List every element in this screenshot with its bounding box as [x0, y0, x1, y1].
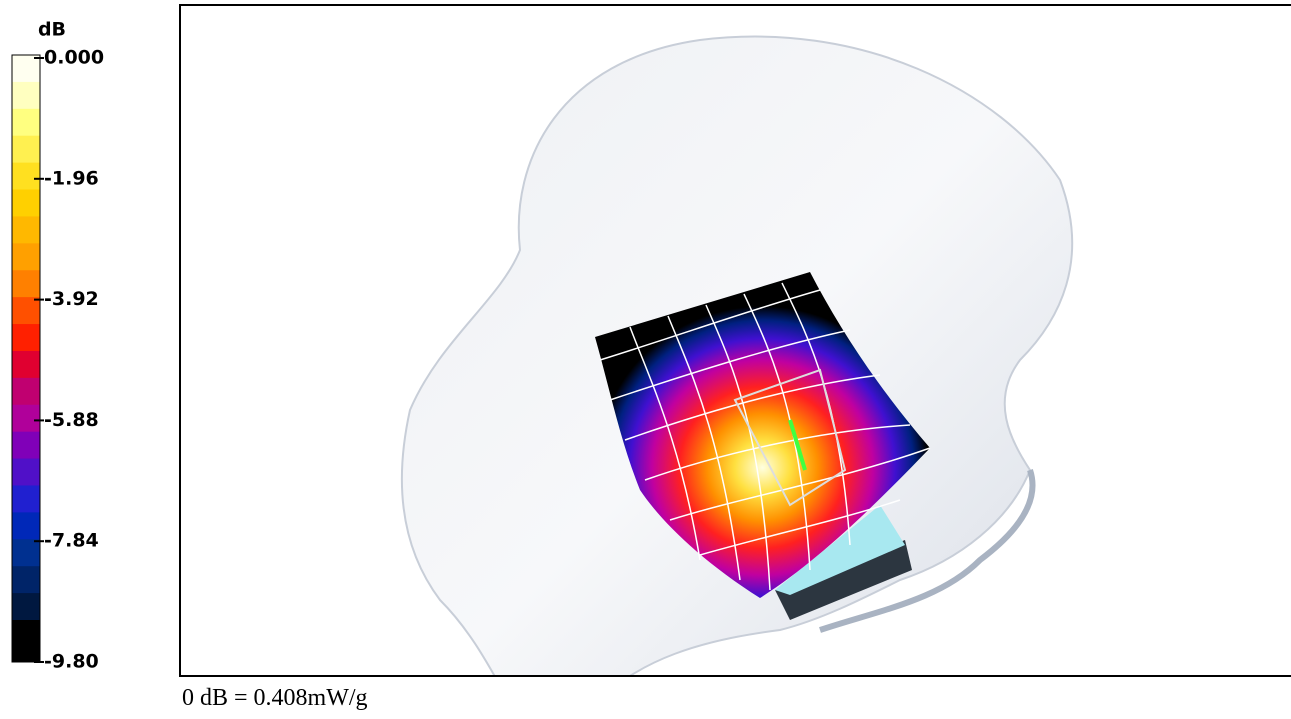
colorbar-band — [12, 458, 40, 486]
colorbar-band — [12, 55, 40, 83]
colorbar-band — [12, 404, 40, 433]
colorbar-band — [12, 189, 40, 217]
colorbar-label: -3.92 — [44, 288, 99, 310]
colorbar-band — [12, 431, 40, 460]
colorbar-band — [12, 566, 40, 594]
colorbar-band — [12, 270, 40, 298]
colorbar-band — [12, 620, 40, 662]
colorbar: 0.000 -1.96 -3.92 -5.88 -7.84 -9.80 — [11, 47, 104, 673]
colorbar-label: -5.88 — [44, 409, 99, 431]
colorbar-outline — [11, 54, 41, 663]
colorbar-label: 0.000 — [44, 47, 104, 69]
colorbar-band — [12, 243, 40, 271]
colorbar-band — [12, 108, 40, 137]
colorbar-band — [12, 377, 40, 406]
colorbar-unit: dB — [38, 19, 66, 41]
colorbar-band — [12, 297, 40, 325]
head-model — [400, 35, 1074, 675]
colorbar-band — [12, 593, 40, 621]
colorbar-band — [12, 162, 40, 191]
colorbar-band — [12, 216, 40, 244]
colorbar-band — [12, 539, 40, 567]
colorbar-band — [12, 350, 40, 379]
colorbar-band — [12, 81, 40, 110]
colorbar-label: -9.80 — [44, 651, 99, 673]
caption: 0 dB = 0.408mW/g — [182, 685, 368, 711]
colorbar-band — [12, 485, 40, 513]
colorbar-band — [12, 324, 40, 352]
colorbar-band — [12, 135, 40, 164]
colorbar-band — [12, 512, 40, 540]
colorbar-label: -1.96 — [44, 167, 99, 189]
colorbar-label: -7.84 — [44, 530, 99, 552]
